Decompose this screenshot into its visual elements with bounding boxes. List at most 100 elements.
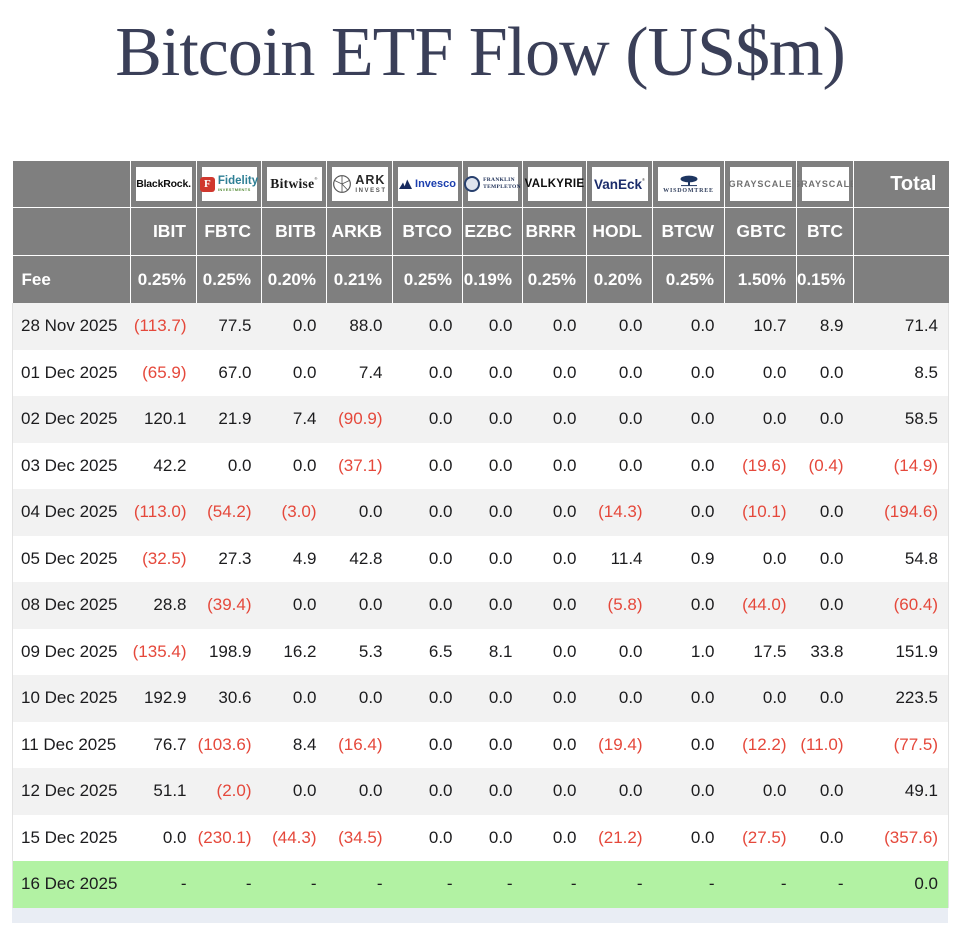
ark-subtext: INVEST [355,187,387,194]
fidelity-f-icon: F [199,176,215,192]
value-cell-hodl: 0.0 [586,396,653,443]
total-value-cell: 0.0 [853,861,949,908]
value-cell-btcw: 0.9 [652,535,725,582]
fee-arkb: 0.21% [326,255,393,303]
flow-table-body: 28 Nov 2025 (113.7) 77.5 0.0 88.0 0.0 0.0 0.0 0.… [12,303,949,908]
page-title: Bitcoin ETF Flow (US$m) [115,14,846,91]
value-cell-btc: - [796,861,854,908]
value-cell-btc: 0.0 [796,349,854,396]
value-cell-ibit: - [130,861,197,908]
value-cell-btcw: 0.0 [652,489,725,536]
value-cell-brrr: 0.0 [522,628,587,675]
table-row: 10 Dec 2025 192.9 30.6 0.0 0.0 0.0 0.0 0.0 0.0 0.… [12,675,949,722]
ticker-header-bitb: BITB [261,207,327,256]
franklin-templeton-logo: FRANKLIN TEMPLETON [464,167,521,201]
col-btcw: WISDOMTREE [652,161,725,208]
blackrock-logo-text: BlackRock. [136,178,191,190]
value-cell-btco: 0.0 [392,582,463,629]
page: { "title": "Bitcoin ETF Flow (US$m)", "c… [0,14,960,948]
value-cell-ezbc: 0.0 [462,535,523,582]
ark-logo-text: ARK INVEST [355,174,386,194]
value-cell-hodl: (14.3) [586,489,653,536]
value-cell-btc: 0.0 [796,489,854,536]
value-cell-brrr: 0.0 [522,721,587,768]
date-cell: 28 Nov 2025 [12,303,131,350]
value-cell-brrr: 0.0 [522,675,587,722]
value-cell-ezbc: 0.0 [462,675,523,722]
value-cell-brrr: 0.0 [522,489,587,536]
value-cell-hodl: 11.4 [586,535,653,582]
date-cell: 02 Dec 2025 [12,396,131,443]
total-value-cell: (60.4) [853,582,949,629]
logo-row: BlackRock. F Fidelity INVESTMENTS Bitwise… [12,161,949,208]
date-cell: 05 Dec 2025 [12,535,131,582]
value-cell-ezbc: 0.0 [462,582,523,629]
value-cell-gbtc: 0.0 [724,768,797,815]
value-cell-btc: 0.0 [796,814,854,861]
wisdomtree-logo: WISDOMTREE [657,167,720,201]
value-cell-btco: 0.0 [392,535,463,582]
value-cell-fbtc: - [196,861,262,908]
value-cell-ezbc: 0.0 [462,489,523,536]
value-cell-gbtc: (19.6) [724,442,797,489]
franklin-head-icon [464,176,481,192]
value-cell-ibit: 0.0 [130,814,197,861]
value-cell-gbtc: (12.2) [724,721,797,768]
col-ibit: BlackRock. [130,161,197,208]
value-cell-gbtc: 0.0 [724,535,797,582]
value-cell-bitb: (44.3) [261,814,327,861]
fee-btcw: 0.25% [652,255,725,303]
fee-total-spacer [853,255,949,303]
value-cell-brrr: 0.0 [522,582,587,629]
value-cell-fbtc: (103.6) [196,721,262,768]
value-cell-ibit: 42.2 [130,442,197,489]
total-header: Total [853,161,949,208]
ticker-header-ezbc: EZBC [462,207,523,256]
col-btc: GRAYSCALE [796,161,854,208]
fee-ibit: 0.25% [130,255,197,303]
value-cell-ibit: 51.1 [130,768,197,815]
value-cell-ezbc: 0.0 [462,814,523,861]
col-btco: Invesco [392,161,463,208]
value-cell-ezbc: 8.1 [462,628,523,675]
table-row: 03 Dec 2025 42.2 0.0 0.0 (37.1) 0.0 0.0 0.0 0.0 0… [12,442,949,489]
wisdomtree-tree-icon [680,175,697,186]
total-value-cell: 151.9 [853,628,949,675]
date-cell: 11 Dec 2025 [12,721,131,768]
value-cell-btcw: 0.0 [652,814,725,861]
value-cell-bitb: 4.9 [261,535,327,582]
vaneck-name: VanEck [594,176,643,192]
value-cell-brrr: 0.0 [522,442,587,489]
ticker-header-arkb: ARKB [326,207,393,256]
fee-fbtc: 0.25% [196,255,262,303]
value-cell-bitb: - [261,861,327,908]
bitwise-logo-text: Bitwise® [270,176,317,192]
value-cell-btco: 0.0 [392,349,463,396]
value-cell-brrr: 0.0 [522,303,587,350]
value-cell-hodl: (21.2) [586,814,653,861]
value-cell-hodl: (5.8) [586,582,653,629]
table-row: 09 Dec 2025 (135.4) 198.9 16.2 5.3 6.5 8.1 0.0 0… [12,628,949,675]
fee-brrr: 0.25% [522,255,587,303]
value-cell-bitb: 0.0 [261,768,327,815]
value-cell-hodl: 0.0 [586,675,653,722]
date-cell: 01 Dec 2025 [12,349,131,396]
ticker-header-btcw: BTCW [652,207,725,256]
grayscale-logo-text: GRAYSCALE [728,179,793,189]
fee-label: Fee [12,255,131,303]
value-cell-hodl: - [586,861,653,908]
registered-mark: ® [314,176,318,181]
value-cell-ezbc: 0.0 [462,303,523,350]
value-cell-brrr: 0.0 [522,535,587,582]
value-cell-btco: - [392,861,463,908]
blackrock-logo: BlackRock. [135,167,192,201]
value-cell-btcw: 0.0 [652,442,725,489]
ticker-header-hodl: HODL [586,207,653,256]
fee-btco: 0.25% [392,255,463,303]
total-value-cell: 223.5 [853,675,949,722]
value-cell-hodl: 0.0 [586,349,653,396]
header-corner [12,161,131,208]
ticker-header-fbtc: FBTC [196,207,262,256]
vaneck-logo: VanEck® [591,167,648,201]
table-row: 15 Dec 2025 0.0 (230.1) (44.3) (34.5) 0.0 0.0 0… [12,814,949,861]
